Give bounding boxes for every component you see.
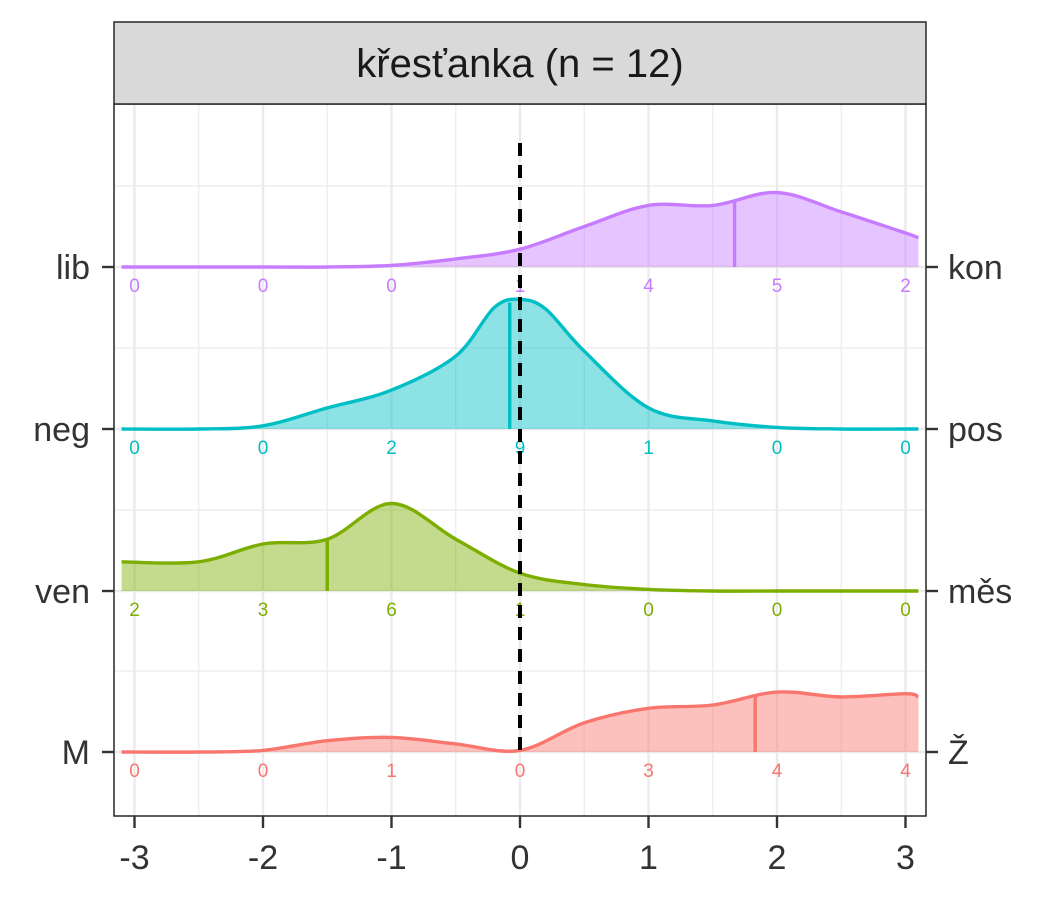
left-axis-labels: lib neg ven M: [33, 249, 114, 772]
right-label-pos: pos: [948, 411, 1003, 449]
count-label: 0: [258, 438, 269, 459]
x-tick-label: 1: [639, 839, 658, 877]
right-label-Ž: Ž: [948, 734, 969, 772]
count-label: 5: [772, 276, 783, 297]
count-label: 0: [129, 438, 140, 459]
count-label: 4: [900, 761, 911, 782]
right-label-kon: kon: [948, 249, 1003, 287]
count-label: 0: [900, 438, 911, 459]
count-label: 0: [258, 761, 269, 782]
density-line: [121, 501, 919, 593]
density-area: [121, 691, 919, 753]
density-line: [121, 297, 919, 431]
count-label: 3: [258, 600, 269, 621]
ridge-M-Ž: 0 0 1 0 3 4 4: [121, 690, 920, 782]
count-label: 0: [643, 600, 654, 621]
strip-title: křesťanka (n = 12): [356, 42, 683, 86]
count-label: 0: [386, 276, 397, 297]
count-label: 9: [515, 438, 526, 459]
density-line: [121, 690, 920, 754]
x-tick-label: 3: [896, 839, 915, 877]
density-line: [121, 190, 920, 269]
count-label: 4: [643, 276, 654, 297]
count-label: 0: [900, 600, 911, 621]
x-tick-label: -3: [119, 839, 149, 877]
left-label-ven: ven: [35, 573, 90, 611]
x-tick-label: -2: [248, 839, 278, 877]
count-label: 2: [386, 438, 397, 459]
count-label: 0: [515, 761, 526, 782]
count-label: 3: [643, 761, 654, 782]
count-label: 0: [129, 761, 140, 782]
count-label: 2: [900, 276, 911, 297]
density-area: [121, 192, 919, 268]
x-tick-label: 2: [768, 839, 787, 877]
count-label: 0: [772, 600, 783, 621]
count-label: 4: [772, 761, 783, 782]
left-label-lib: lib: [56, 249, 90, 287]
count-label: 0: [772, 438, 783, 459]
count-label: 1: [386, 761, 397, 782]
count-label: 2: [129, 600, 140, 621]
count-label: 0: [129, 276, 140, 297]
count-label: 1: [643, 438, 654, 459]
x-tick-label: -1: [376, 839, 406, 877]
strip-background: [113, 21, 927, 105]
right-label-měs: měs: [948, 573, 1012, 611]
x-tick-label: 0: [511, 839, 530, 877]
left-label-neg: neg: [33, 411, 90, 449]
ridge-lib-kon: 0001452: [121, 190, 920, 297]
right-axis-labels: kon pos měs Ž: [926, 249, 1012, 772]
count-label: 0: [258, 276, 269, 297]
count-label: 6: [386, 600, 397, 621]
left-label-M: M: [62, 734, 90, 772]
x-axis: -3 -2 -1 0 1 2 3: [119, 816, 915, 877]
density-area: [121, 503, 919, 592]
